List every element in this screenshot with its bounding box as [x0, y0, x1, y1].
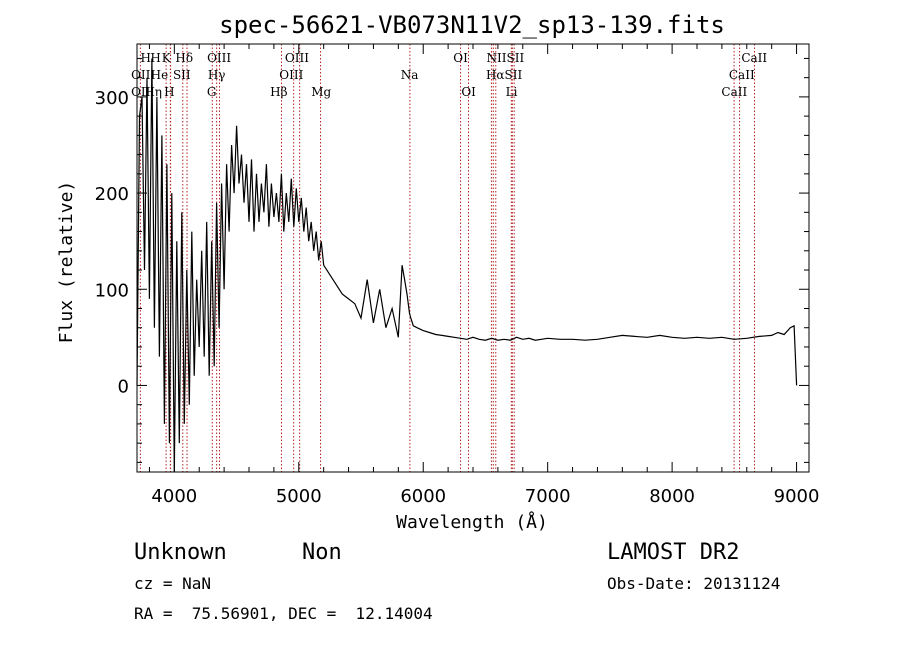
spectrum-line — [136, 58, 798, 473]
line-label: CaII — [741, 51, 767, 65]
spectral-line-markers — [139, 44, 755, 472]
line-label: CaII — [721, 85, 747, 99]
line-label: HαSII — [486, 68, 523, 82]
line-label: OIII — [279, 68, 303, 82]
line-label: K — [162, 51, 172, 65]
line-label: Na — [401, 68, 419, 82]
y-tick-label: 200 — [95, 184, 129, 205]
x-axis-ticks: 4000 5000 6000 7000 8000 9000 — [148, 44, 820, 507]
sky-coordinates: RA = 75.56901, DEC = 12.14004 — [134, 604, 433, 623]
line-label: OIII — [207, 51, 231, 65]
x-tick-label: 6000 — [400, 486, 446, 507]
object-class: Unknown — [134, 540, 227, 565]
line-label: OI — [453, 51, 468, 65]
object-subclass: Non — [302, 540, 342, 565]
line-label: Hδ — [175, 51, 193, 65]
x-axis-label: Wavelength (Å) — [396, 511, 548, 533]
line-label: NIISII — [487, 51, 525, 65]
x-tick-label: 5000 — [276, 486, 322, 507]
line-label: OII — [131, 85, 151, 99]
y-tick-label: 300 — [95, 88, 129, 109]
x-tick-label: 9000 — [774, 486, 820, 507]
x-tick-label: 7000 — [525, 486, 571, 507]
y-axis-label: Flux (relative) — [56, 181, 77, 344]
observation-date: Obs-Date: 20131124 — [607, 574, 780, 593]
line-label: Hη — [144, 85, 162, 99]
x-tick-label: 4000 — [151, 486, 197, 507]
line-label: Mg — [311, 85, 331, 99]
line-label: Li — [506, 85, 518, 99]
y-tick-label: 100 — [95, 280, 129, 301]
line-label: SII — [173, 68, 191, 82]
redshift-cz: cz = NaN — [134, 574, 211, 593]
x-tick-label: 8000 — [649, 486, 695, 507]
line-label: H — [150, 51, 160, 65]
line-label: OI — [461, 85, 476, 99]
y-tick-label: 0 — [118, 376, 129, 397]
line-label: He — [151, 68, 169, 82]
line-label: OII — [131, 68, 151, 82]
line-label: Hβ — [270, 85, 287, 99]
line-label: CaII — [729, 68, 755, 82]
line-label: G — [207, 85, 217, 99]
survey-name: LAMOST DR2 — [607, 540, 739, 565]
line-label: Hγ — [208, 68, 226, 82]
line-label: H — [164, 85, 174, 99]
line-label: H — [140, 51, 150, 65]
line-label: OIII — [285, 51, 309, 65]
plot-frame — [136, 43, 810, 473]
chart-title: spec-56621-VB073N11V2_sp13-139.fits — [219, 11, 725, 39]
y-axis-ticks: 0 100 200 300 — [95, 57, 809, 463]
